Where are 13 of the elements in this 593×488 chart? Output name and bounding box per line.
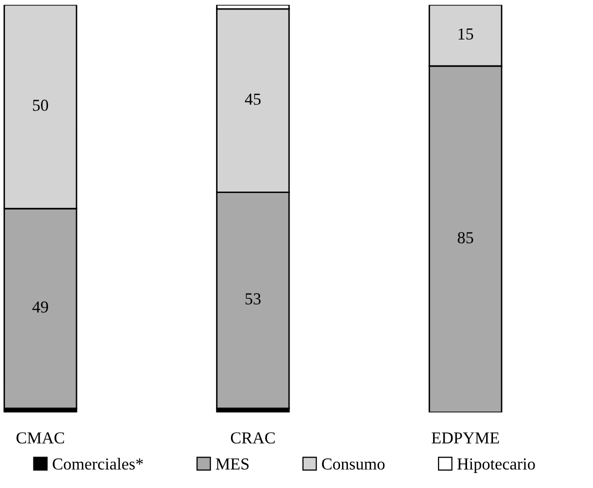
legend-label: Consumo (322, 458, 385, 470)
data-label: 15 (458, 28, 474, 40)
legend-label: Hipotecario (457, 458, 535, 473)
x-tick-label: CRAC (230, 432, 275, 444)
data-label: 85 (458, 232, 474, 244)
data-label: 49 (32, 301, 48, 313)
data-label: 45 (244, 94, 261, 105)
data-label: 50 (33, 100, 48, 111)
x-tick-label: CMAC (16, 432, 64, 444)
legend-label: Comerciales* (52, 458, 143, 470)
data-label: 53 (246, 293, 261, 304)
x-tick-label: EDPYME (432, 432, 499, 444)
legend-label: MES (216, 458, 249, 470)
